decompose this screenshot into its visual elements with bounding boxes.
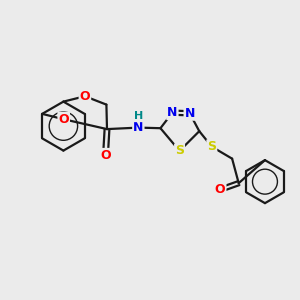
Text: S: S — [175, 144, 184, 158]
Text: N: N — [167, 106, 178, 119]
Text: O: O — [58, 113, 69, 126]
Text: H: H — [134, 111, 143, 121]
Text: S: S — [207, 140, 216, 153]
Text: O: O — [100, 149, 111, 162]
Text: O: O — [80, 90, 90, 103]
Text: N: N — [184, 107, 195, 120]
Text: N: N — [133, 121, 143, 134]
Text: O: O — [215, 183, 226, 196]
